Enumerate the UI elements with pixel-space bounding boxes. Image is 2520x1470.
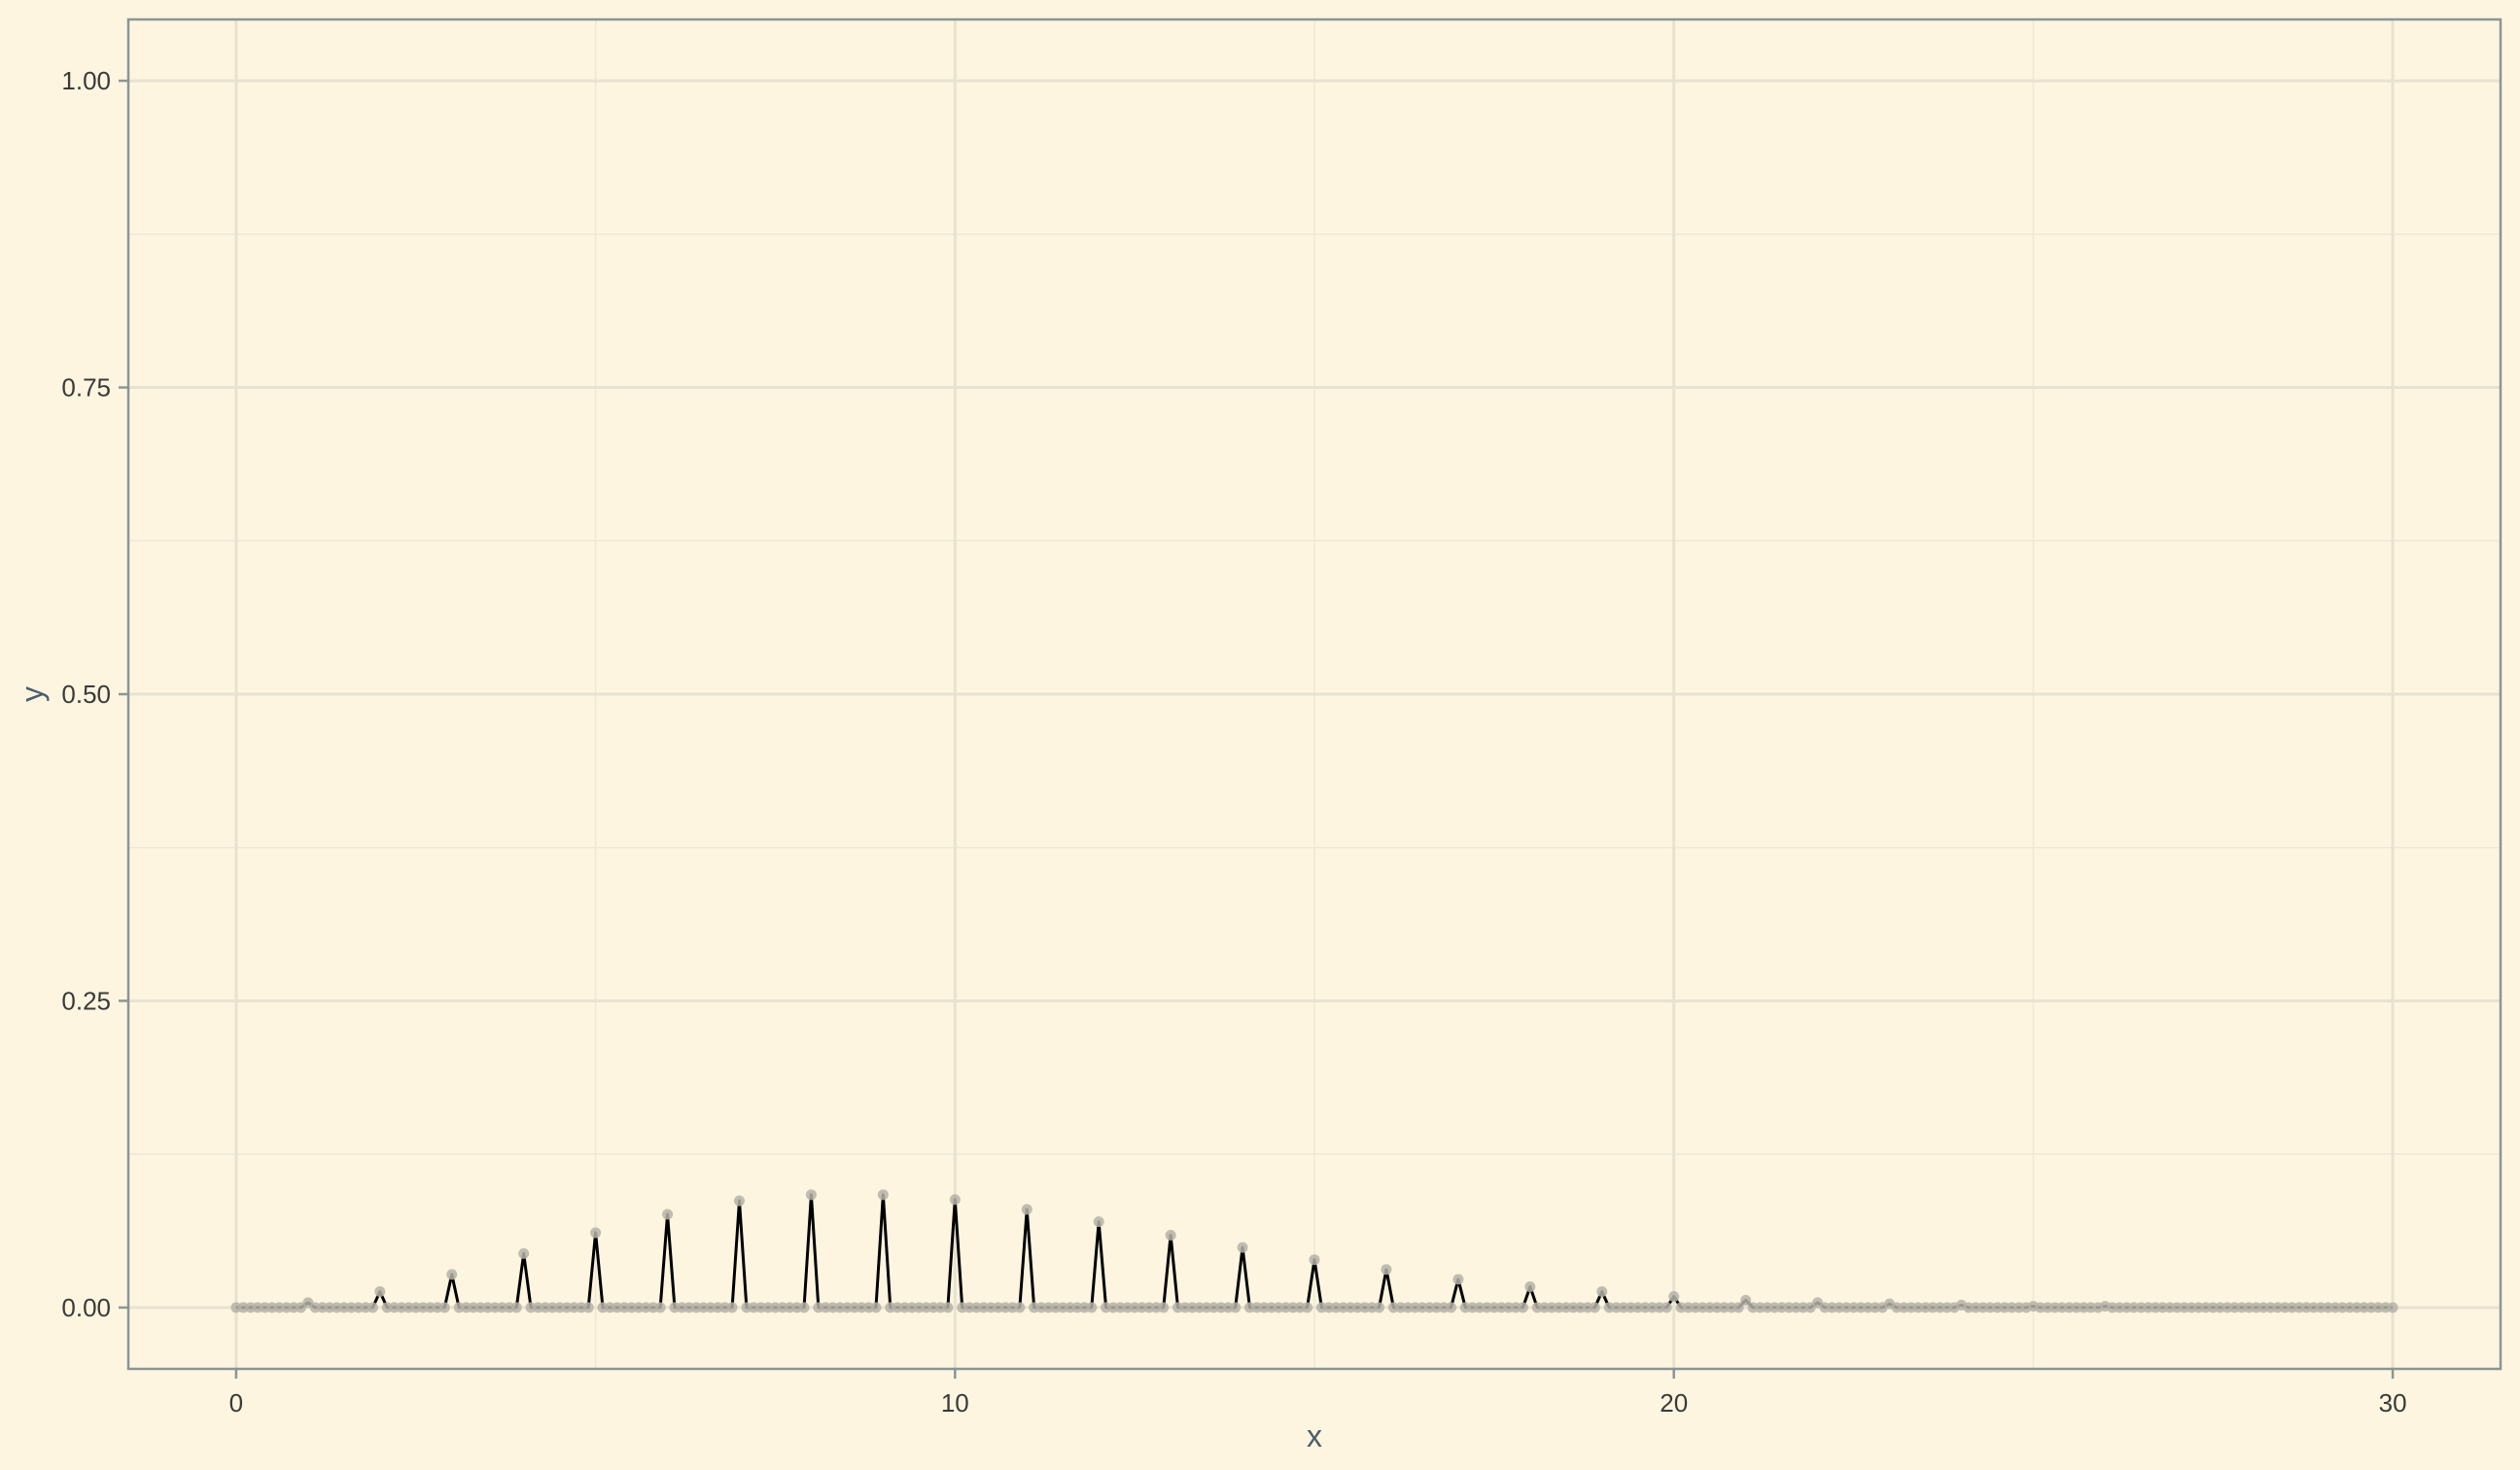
x-axis: 0 10 20 30 bbox=[229, 1369, 2407, 1418]
data-point bbox=[446, 1269, 458, 1280]
data-point bbox=[590, 1227, 602, 1239]
data-point bbox=[726, 1302, 738, 1313]
data-point bbox=[1445, 1302, 1456, 1313]
data-point bbox=[805, 1189, 817, 1201]
data-point bbox=[1374, 1302, 1385, 1313]
data-point bbox=[367, 1302, 378, 1313]
y-axis: 0.00 0.25 0.50 0.75 1.00 bbox=[61, 66, 128, 1322]
y-tick-label: 0.25 bbox=[61, 986, 111, 1015]
data-point bbox=[654, 1302, 666, 1313]
data-point bbox=[2387, 1302, 2398, 1313]
y-tick-label: 0.00 bbox=[61, 1293, 111, 1322]
data-point bbox=[1093, 1216, 1104, 1228]
data-point bbox=[870, 1302, 882, 1313]
y-axis-title: y bbox=[15, 686, 50, 702]
data-point bbox=[877, 1189, 889, 1201]
data-point bbox=[1014, 1302, 1026, 1313]
data-point bbox=[1452, 1274, 1464, 1285]
data-point bbox=[582, 1302, 594, 1313]
data-point bbox=[1524, 1280, 1536, 1292]
x-tick-label: 20 bbox=[1660, 1388, 1688, 1418]
x-axis-title: x bbox=[1307, 1418, 1322, 1453]
data-point bbox=[1230, 1302, 1242, 1313]
y-tick-label: 0.50 bbox=[61, 680, 111, 709]
data-point bbox=[1165, 1229, 1176, 1241]
data-point bbox=[1021, 1204, 1032, 1215]
data-point bbox=[1740, 1294, 1752, 1306]
data-point bbox=[1517, 1302, 1528, 1313]
x-tick-label: 30 bbox=[2379, 1388, 2407, 1418]
y-tick-label: 1.00 bbox=[61, 66, 111, 95]
x-tick-label: 10 bbox=[941, 1388, 969, 1418]
data-point bbox=[942, 1302, 954, 1313]
data-point bbox=[1668, 1291, 1680, 1303]
data-point bbox=[733, 1195, 745, 1207]
data-point bbox=[1589, 1302, 1600, 1313]
data-point bbox=[662, 1208, 674, 1220]
data-point bbox=[518, 1247, 530, 1259]
data-point bbox=[374, 1286, 386, 1298]
data-point bbox=[1086, 1302, 1098, 1313]
points-layer bbox=[230, 1189, 2398, 1313]
grid bbox=[128, 19, 2501, 1369]
data-point bbox=[798, 1302, 810, 1313]
data-point bbox=[1237, 1242, 1248, 1253]
x-tick-label: 0 bbox=[229, 1388, 243, 1418]
data-point bbox=[1302, 1302, 1313, 1313]
data-point bbox=[510, 1302, 522, 1313]
data-point bbox=[1158, 1302, 1170, 1313]
data-point bbox=[1596, 1286, 1608, 1298]
data-point bbox=[949, 1194, 961, 1206]
data-point bbox=[438, 1302, 450, 1313]
data-point bbox=[1309, 1254, 1320, 1266]
y-tick-label: 0.75 bbox=[61, 373, 111, 402]
data-point bbox=[1381, 1264, 1392, 1276]
series-layer bbox=[230, 1189, 2398, 1313]
data-point bbox=[1732, 1302, 1744, 1313]
data-point bbox=[1661, 1302, 1672, 1313]
